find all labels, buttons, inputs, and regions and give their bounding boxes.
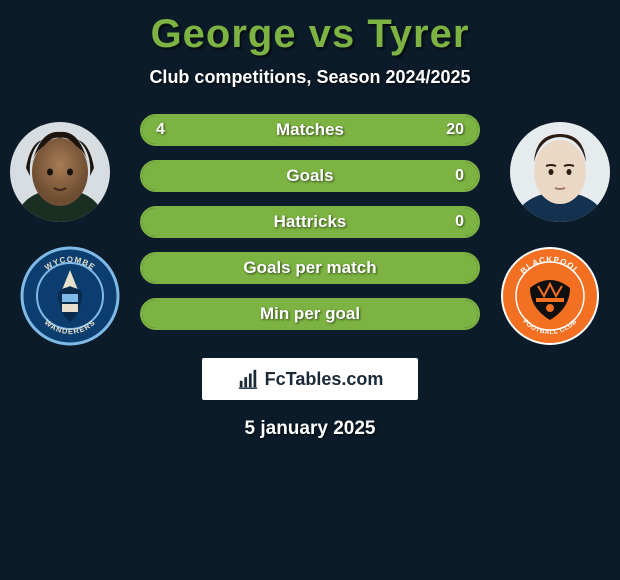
- club-badge-left: WYCOMBE WANDERERS: [20, 246, 120, 346]
- stat-row-goals-per-match: Goals per match: [140, 252, 480, 284]
- brand-text: FcTables.com: [265, 369, 384, 390]
- stat-value-left: 4: [156, 121, 165, 139]
- stat-value-right: 20: [446, 121, 464, 139]
- stat-value-right: 0: [455, 167, 464, 185]
- stat-label: Matches: [276, 120, 344, 140]
- stat-row-matches: Matches 4 20: [140, 114, 480, 146]
- date-label: 5 january 2025: [0, 418, 620, 440]
- blackpool-badge-icon: BLACKPOOL FOOTBALL CLUB: [500, 246, 600, 346]
- bar-fill-left: [142, 116, 198, 144]
- player-left-icon: [10, 122, 110, 222]
- stat-label: Hattricks: [274, 212, 347, 232]
- wycombe-badge-icon: WYCOMBE WANDERERS: [20, 246, 120, 346]
- club-badge-right: BLACKPOOL FOOTBALL CLUB: [500, 246, 600, 346]
- player-avatar-left: [10, 122, 110, 222]
- player-right-icon: [510, 122, 610, 222]
- bar-chart-icon: [237, 368, 259, 390]
- stat-row-hattricks: Hattricks 0: [140, 206, 480, 238]
- subtitle: Club competitions, Season 2024/2025: [0, 67, 620, 88]
- stat-value-right: 0: [455, 213, 464, 231]
- comparison-arena: WYCOMBE WANDERERS BLACKPOOL FOOTBALL CLU…: [0, 114, 620, 344]
- stat-label: Goals per match: [243, 258, 376, 278]
- stat-label: Min per goal: [260, 304, 360, 324]
- player-avatar-right: [510, 122, 610, 222]
- brand-watermark: FcTables.com: [202, 358, 418, 400]
- stat-row-min-per-goal: Min per goal: [140, 298, 480, 330]
- stat-label: Goals: [286, 166, 333, 186]
- stat-bars: Matches 4 20 Goals 0 Hattricks 0 Goals per matc…: [140, 114, 480, 344]
- stat-row-goals: Goals 0: [140, 160, 480, 192]
- page-title: George vs Tyrer: [0, 0, 620, 57]
